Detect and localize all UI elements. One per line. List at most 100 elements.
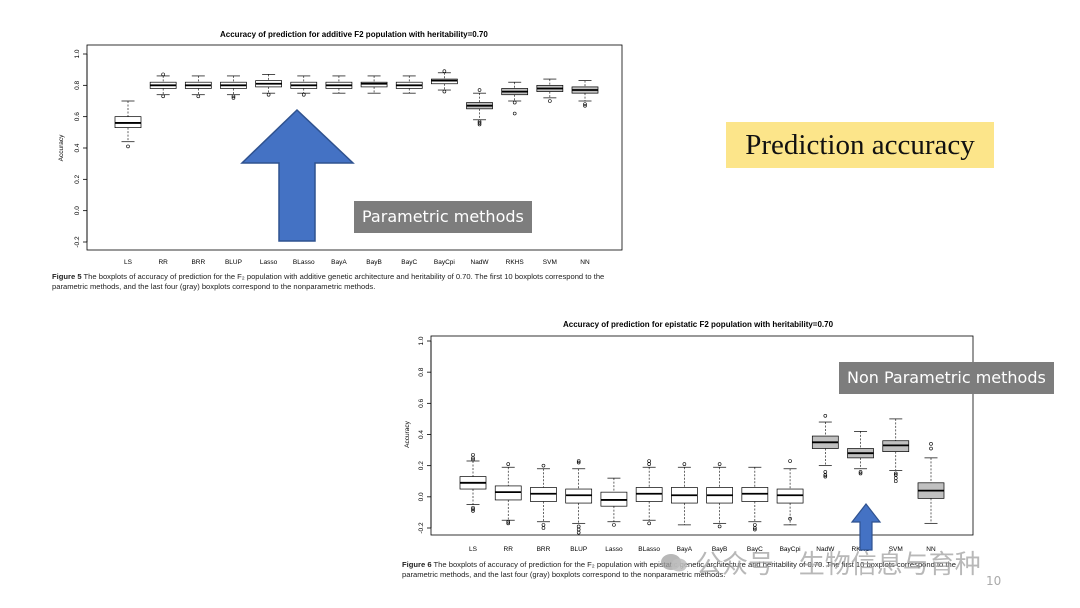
outlier-point [893, 479, 898, 484]
boxplot-baya [671, 462, 698, 526]
outlier-point [231, 96, 236, 100]
outlier-point [512, 100, 517, 105]
outlier-point [753, 523, 757, 527]
outlier-point [612, 523, 616, 527]
boxplot-brr [184, 75, 212, 99]
outlier-point [753, 527, 757, 532]
x-category-label: BayA [677, 546, 693, 553]
y-tick-label: 0.0 [74, 206, 81, 215]
y-tick-label: 0.4 [418, 430, 425, 439]
outlier-point [823, 414, 828, 418]
page-number: 10 [986, 574, 1002, 588]
nonparametric-methods-label: Non Parametric methods [839, 362, 1054, 394]
outlier-point [583, 103, 587, 108]
outlier-point [753, 526, 757, 530]
y-tick-label: -0.2 [418, 522, 425, 534]
outlier-point [576, 460, 581, 465]
outlier-point [126, 144, 130, 149]
outlier-point [682, 462, 687, 466]
boxplot-svm [882, 418, 910, 484]
boxplot-rr [494, 462, 522, 526]
x-category-label: RR [158, 259, 168, 266]
x-category-label: LS [469, 546, 478, 553]
outlier-point [647, 521, 651, 526]
parametric-up-arrow [240, 108, 355, 242]
outlier-point [788, 516, 792, 521]
boxplot-rkhs [847, 431, 874, 476]
outlier-point [471, 509, 475, 513]
watermark-text: 公众号 · 生物信息与育种 [696, 550, 981, 580]
outlier-point [929, 442, 933, 446]
x-category-label: BLasso [293, 259, 315, 266]
nonparametric-up-arrow [850, 503, 882, 551]
outlier-point [231, 94, 236, 99]
outlier-point [823, 474, 828, 479]
y-tick-label: 0.8 [418, 367, 425, 376]
outlier-point [647, 462, 651, 466]
boxplot-chart-fig5: -0.2 0.0 0.2 0.4 0.6 0.8 1.0 Accuracy LS RR BRR BLU… [58, 44, 623, 266]
outlier-point [858, 470, 863, 474]
x-category-label: BRR [191, 259, 205, 266]
x-category-label: NadW [471, 259, 490, 266]
y-tick-label: 0.6 [418, 398, 425, 407]
boxplot-rr [149, 72, 177, 99]
x-category-label: BLUP [570, 546, 587, 553]
x-category-label: SVM [889, 546, 903, 553]
boxplot-nadw [466, 88, 493, 127]
outlier-point [893, 476, 898, 480]
outlier-point [477, 119, 482, 124]
outlier-point [576, 530, 581, 535]
outlier-point [576, 527, 581, 532]
boxplot-bayc [741, 466, 769, 532]
boxplot-bayb [706, 462, 733, 529]
y-tick-label: 0.4 [74, 143, 81, 152]
x-category-label: NN [580, 259, 590, 266]
x-category-label: Lasso [605, 546, 623, 553]
outlier-point [442, 69, 447, 74]
x-category-label: SVM [543, 259, 557, 266]
figure6-caption-label: Figure 6 [402, 560, 432, 569]
outlier-point [477, 121, 482, 125]
outlier-point [477, 88, 482, 92]
x-category-label: Lasso [260, 259, 278, 266]
boxplot-svm [536, 78, 564, 103]
boxplot-nn [571, 80, 599, 108]
boxplot-lasso [600, 477, 628, 527]
boxplot-bayb [360, 75, 388, 94]
outlier-point [541, 463, 546, 468]
y-tick-label: 0.0 [418, 492, 425, 501]
x-category-label: BLasso [638, 546, 660, 553]
parametric-methods-label: Parametric methods [354, 201, 532, 233]
figure5-caption-text: The boxplots of accuracy of prediction f… [52, 272, 605, 291]
outlier-point [471, 457, 475, 462]
wechat-icon [661, 553, 687, 571]
x-category-label: BayCpi [434, 259, 455, 266]
outlier-point [583, 102, 587, 106]
x-category-label: BayA [331, 259, 347, 266]
outlier-point [471, 507, 475, 512]
y-tick-label: 1.0 [418, 336, 425, 345]
boxplot-brr [530, 463, 557, 530]
outlier-point [301, 92, 306, 97]
boxplot-blasso [635, 459, 663, 526]
outlier-point [548, 99, 552, 103]
y-tick-label: 1.0 [74, 49, 81, 58]
outlier-point [576, 524, 581, 529]
x-category-label: RR [504, 546, 514, 553]
outlier-point [266, 92, 271, 97]
x-category-label: NN [926, 546, 936, 553]
figure6-caption-text: The boxplots of accuracy of prediction f… [402, 560, 956, 579]
x-category-label: BayC [401, 259, 417, 266]
chart-title-fig5: Accuracy of prediction for additive F2 p… [220, 30, 488, 39]
boxplot-chart-fig6: -0.2 0.0 0.2 0.4 0.6 0.8 1.0 Accuracy LS RR BRR BLU… [404, 335, 974, 553]
chart-title-fig6: Accuracy of prediction for epistatic F2 … [563, 320, 834, 329]
x-category-label: BLUP [225, 259, 242, 266]
boxplot-lasso [255, 74, 282, 97]
outlier-point [506, 521, 511, 526]
boxplot-blup [565, 459, 593, 535]
watermark: 公众号 · 生物信息与育种 [660, 544, 981, 581]
boxplot-ls [114, 100, 142, 149]
figure6-caption: Figure 6 The boxplots of accuracy of pre… [402, 560, 982, 580]
boxplot-baycpi [431, 69, 458, 94]
outlier-point [471, 452, 475, 457]
